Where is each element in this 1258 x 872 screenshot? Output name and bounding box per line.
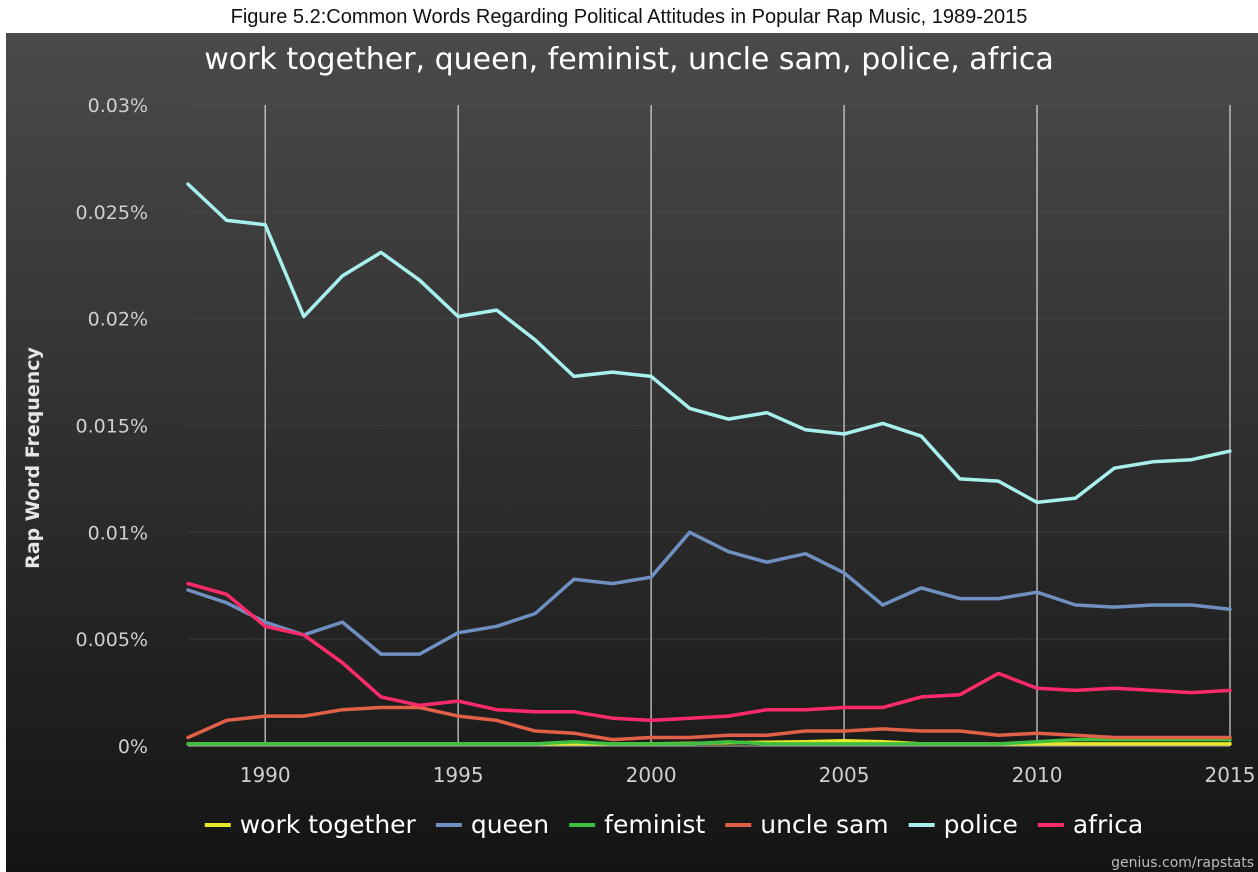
y-tick-label: 0.03% xyxy=(88,95,148,117)
legend-label: work together xyxy=(240,810,417,839)
line-chart: work together, queen, feminist, uncle sa… xyxy=(6,33,1258,872)
gridlines xyxy=(188,104,1231,746)
axes: 0% 0.005% 0.01% 0.015% 0.02% 0.025% 0.03% 1990 1… xyxy=(76,95,1256,787)
legend-label: police xyxy=(944,810,1018,839)
series-line-queen xyxy=(186,530,1232,656)
series-line-feminist xyxy=(186,737,1232,746)
y-axis-label: Rap Word Frequency xyxy=(22,346,44,568)
series-line-africa xyxy=(186,581,1232,723)
legend-label: queen xyxy=(471,810,549,839)
x-tick-label: 1990 xyxy=(240,763,291,787)
y-tick-label: 0.01% xyxy=(88,522,148,544)
y-tick-label: 0% xyxy=(118,736,148,758)
y-tick-label: 0.015% xyxy=(76,416,148,438)
y-tick-label: 0.025% xyxy=(76,202,148,224)
series-line-police xyxy=(186,182,1232,505)
legend-label: feminist xyxy=(604,810,705,839)
legend-label: africa xyxy=(1073,810,1143,839)
legend-label: uncle sam xyxy=(760,810,888,839)
source-credit: genius.com/rapstats xyxy=(1111,855,1254,871)
x-tick-label: 2000 xyxy=(626,763,677,787)
chart-title: work together, queen, feminist, uncle sa… xyxy=(204,42,1054,77)
series-line-uncle-sam xyxy=(186,705,1232,742)
series-lines xyxy=(186,182,1232,746)
y-tick-label: 0.005% xyxy=(76,629,148,651)
figure-caption: Figure 5.2:Common Words Regarding Politi… xyxy=(230,6,1028,28)
x-tick-label: 1995 xyxy=(433,763,484,787)
x-tick-label: 2015 xyxy=(1205,763,1256,787)
x-tick-label: 2005 xyxy=(819,763,870,787)
x-tick-label: 2010 xyxy=(1012,763,1063,787)
legend: work together queen feminist uncle sam polic… xyxy=(204,810,1143,839)
y-tick-label: 0.02% xyxy=(88,309,148,331)
